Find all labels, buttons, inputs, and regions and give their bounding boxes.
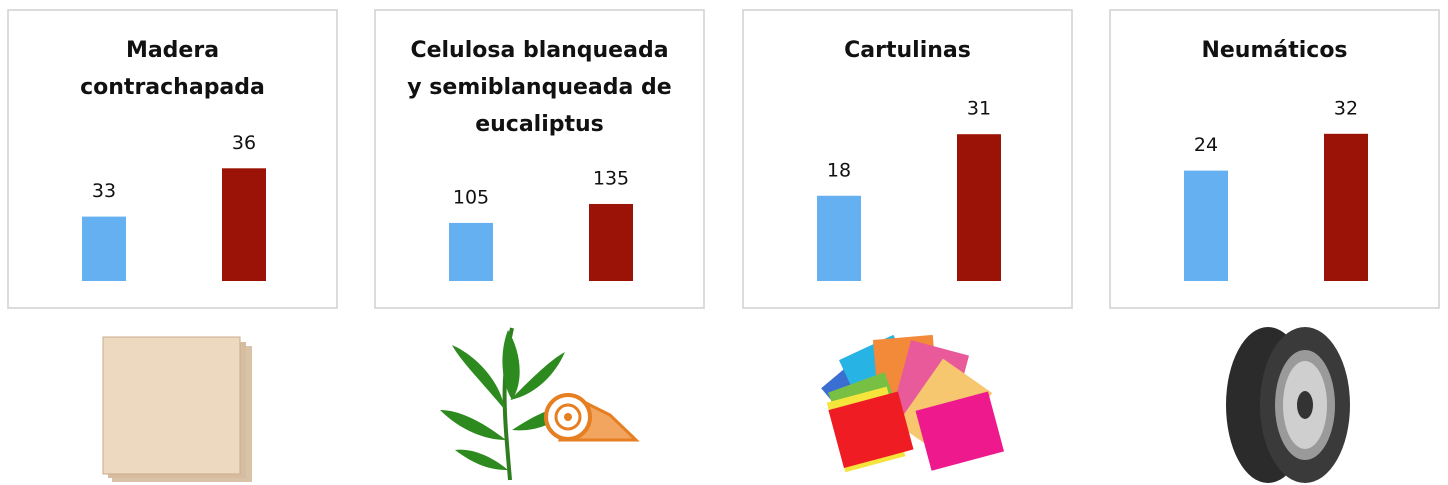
value-label: 32 (1334, 97, 1358, 119)
plywood-icon (102, 336, 252, 482)
bar (817, 195, 861, 281)
chart-title: Celulosa blanqueada (410, 38, 668, 63)
chart-title: Neumáticos (1201, 38, 1347, 63)
value-label: 24 (1194, 134, 1218, 156)
value-label: 135 (593, 167, 629, 189)
panel (374, 9, 705, 309)
chart-title: eucaliptus (475, 112, 604, 137)
chart-title: Cartulinas (844, 38, 971, 63)
tire-icon (1226, 327, 1350, 483)
bar (1184, 170, 1228, 281)
panel (742, 9, 1073, 309)
value-label: 31 (967, 98, 991, 120)
bar (1324, 133, 1368, 281)
eucalyptus-icon (440, 327, 640, 481)
chart-title: contrachapada (80, 75, 265, 100)
bar (222, 168, 266, 281)
value-label: 36 (232, 132, 256, 154)
bar (957, 134, 1001, 281)
bar (589, 203, 633, 281)
bar (449, 222, 493, 281)
chart-title: y semiblanqueada de (407, 75, 671, 100)
value-label: 18 (827, 159, 851, 181)
chart-title: Madera (126, 38, 219, 63)
bar (82, 216, 126, 281)
value-label: 33 (92, 180, 116, 202)
panel (7, 9, 338, 309)
panel (1109, 9, 1440, 309)
cards-icon (821, 334, 1005, 473)
value-label: 105 (453, 186, 489, 208)
